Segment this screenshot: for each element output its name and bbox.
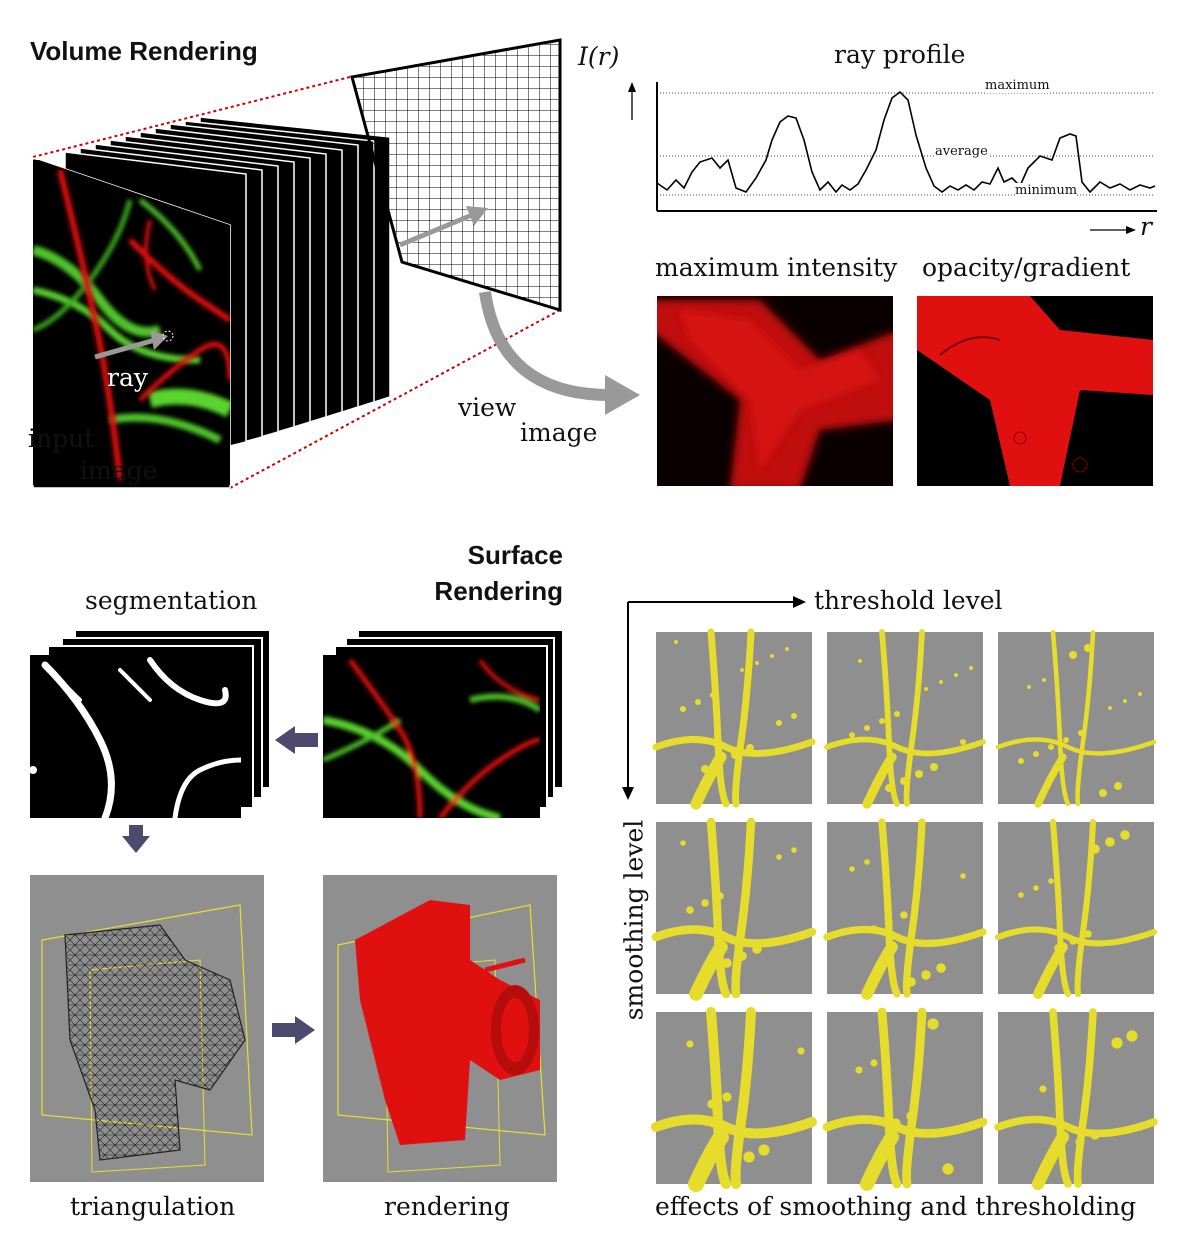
view-label: view bbox=[458, 393, 517, 422]
segmentation-stack bbox=[30, 629, 271, 818]
maximum-line-label: maximum bbox=[985, 78, 1050, 93]
grid-cell-r2-c1 bbox=[651, 817, 817, 1001]
input-image-label: image bbox=[80, 456, 158, 485]
threshold-level-label: threshold level bbox=[814, 586, 1003, 615]
surface-heading-line1: Surface bbox=[467, 540, 563, 570]
ray-profile-title: ray profile bbox=[834, 40, 966, 69]
volume-stack bbox=[32, 76, 561, 489]
grid-cell-r2-c3 bbox=[994, 818, 1158, 999]
view-plane bbox=[350, 38, 640, 415]
grid-axes bbox=[622, 596, 806, 800]
y-axis-label: I(r) bbox=[578, 42, 620, 71]
process-arrows bbox=[122, 726, 318, 1044]
smoothing-threshold-grid bbox=[651, 628, 1158, 1192]
minimum-line-label: minimum bbox=[1015, 183, 1078, 198]
source-stack bbox=[323, 629, 564, 818]
grid-cell-r3-c1 bbox=[651, 1007, 817, 1192]
ray-label: ray bbox=[107, 363, 148, 392]
grid-cell-r2-c2 bbox=[823, 818, 987, 1000]
opacity-gradient-label: opacity/gradient bbox=[922, 253, 1131, 282]
x-axis-label: r bbox=[1140, 212, 1152, 241]
grid-cell-r1-c2 bbox=[824, 629, 986, 809]
input-label: input bbox=[28, 424, 95, 453]
average-line-label: average bbox=[935, 144, 988, 159]
grid-cell-r1-c3 bbox=[995, 629, 1157, 808]
maximum-intensity-image bbox=[657, 296, 893, 486]
grid-cell-r1-c1 bbox=[652, 628, 816, 810]
smoothing-level-label: smoothing level bbox=[619, 819, 649, 1021]
segmentation-label: segmentation bbox=[85, 586, 258, 615]
volume-rendering-heading: Volume Rendering bbox=[30, 36, 258, 66]
grid-cell-r3-c2 bbox=[822, 1007, 988, 1192]
view-image-label: image bbox=[520, 418, 598, 447]
opacity-gradient-image bbox=[917, 296, 1153, 486]
maximum-intensity-label: maximum intensity bbox=[655, 253, 898, 282]
rendering-image bbox=[323, 875, 557, 1182]
rendering-label: rendering bbox=[384, 1192, 510, 1221]
ray-profile-chart bbox=[628, 82, 1157, 234]
grid-cell-r3-c3 bbox=[994, 1008, 1158, 1191]
grid-caption: effects of smoothing and thresholding bbox=[655, 1192, 1137, 1221]
surface-heading-line2: Rendering bbox=[434, 576, 563, 606]
triangulation-label: triangulation bbox=[70, 1192, 236, 1221]
triangulation-image bbox=[30, 875, 264, 1182]
